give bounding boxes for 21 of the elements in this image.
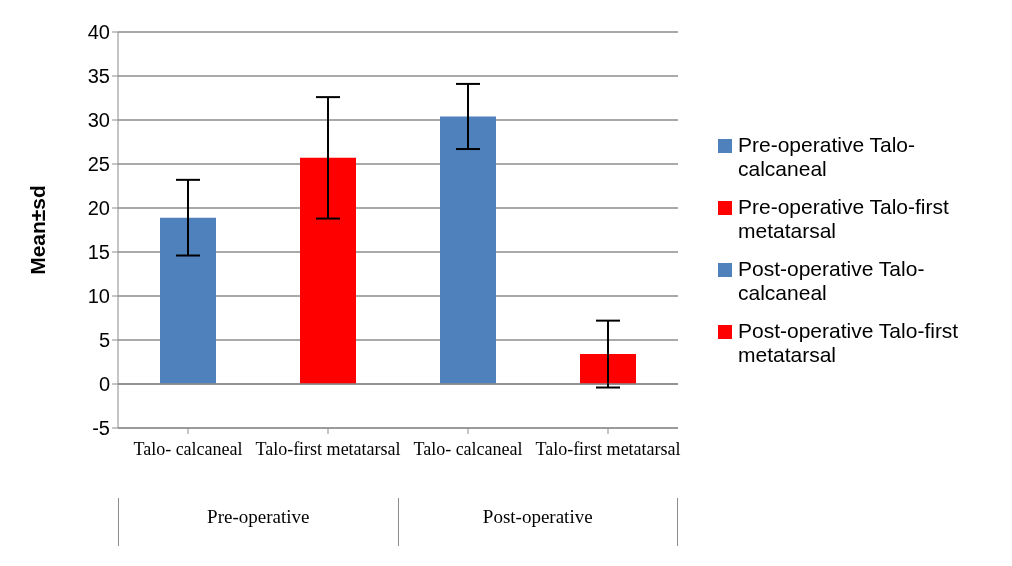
y-tick-label: -5 <box>92 417 110 440</box>
x-tick-label: Talo- calcaneal <box>413 438 523 459</box>
text: Post-operative <box>397 498 678 546</box>
legend-label: Pre-operative Talo-calcaneal <box>738 133 917 181</box>
y-tick-label: 35 <box>87 65 110 88</box>
legend-label: Pre-operative Talo-first metatarsal <box>738 195 950 243</box>
y-tick-label: 40 <box>87 21 110 44</box>
legend-label: Post-operative Talo-first metatarsal <box>738 319 960 367</box>
y-tick-label: 30 <box>87 109 110 132</box>
x-tick-label: Talo-first metatarsal <box>535 438 681 459</box>
y-tick-label: 0 <box>98 373 110 396</box>
text: Pre-operative <box>118 498 398 546</box>
x-tick-label: Talo-first metatarsal <box>255 438 401 459</box>
x-tick-label: Talo- calcaneal <box>133 438 243 459</box>
y-tick-label: 10 <box>87 285 110 308</box>
legend-label: Post-operative Talo-calcaneal <box>738 257 926 305</box>
y-axis-title: Mean±sd <box>26 185 50 275</box>
y-tick-label: 15 <box>87 241 110 264</box>
y-tick-label: 5 <box>98 329 110 352</box>
y-tick-label: 20 <box>87 197 110 220</box>
y-tick-label: 25 <box>87 153 110 176</box>
